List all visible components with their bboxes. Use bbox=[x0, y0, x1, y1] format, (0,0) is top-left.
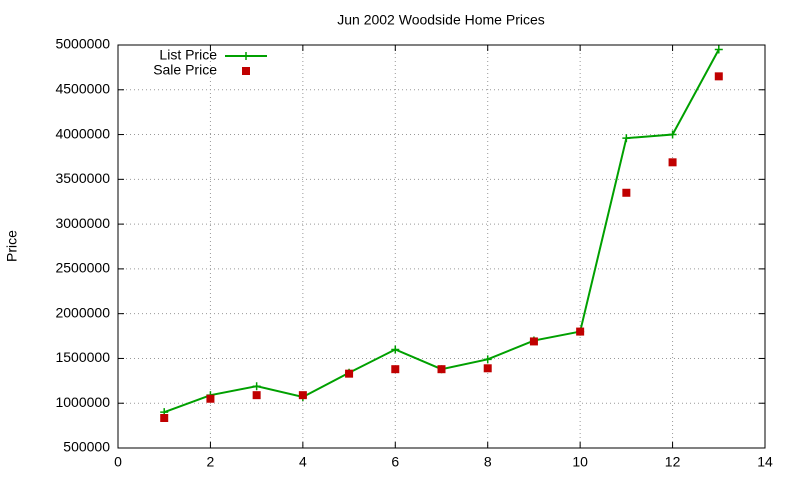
x-tick-label: 8 bbox=[484, 454, 492, 470]
x-tick-label: 14 bbox=[757, 454, 773, 470]
point-marker bbox=[529, 337, 538, 346]
legend-marker bbox=[242, 52, 250, 60]
legend-marker bbox=[242, 67, 250, 75]
point-marker bbox=[298, 391, 307, 400]
y-tick-label: 4500000 bbox=[55, 80, 110, 96]
x-tick-label: 12 bbox=[665, 454, 681, 470]
x-tick-label: 10 bbox=[572, 454, 588, 470]
y-tick-label: 1000000 bbox=[55, 394, 110, 410]
legend-label: Sale Price bbox=[153, 62, 217, 78]
x-tick-label: 6 bbox=[391, 454, 399, 470]
x-tick-label: 4 bbox=[299, 454, 307, 470]
point-marker bbox=[391, 365, 400, 374]
point-marker bbox=[437, 365, 446, 374]
x-tick-label: 2 bbox=[207, 454, 215, 470]
point-marker bbox=[206, 394, 215, 403]
y-tick-label: 2500000 bbox=[55, 260, 110, 276]
point-marker bbox=[483, 364, 492, 373]
plot-frame bbox=[117, 44, 766, 449]
point-marker bbox=[714, 45, 723, 54]
y-tick-label: 5000000 bbox=[55, 36, 110, 52]
point-marker bbox=[622, 134, 631, 143]
point-marker bbox=[668, 130, 677, 139]
series-line bbox=[163, 49, 720, 414]
point-marker bbox=[668, 158, 677, 167]
y-tick-label: 4000000 bbox=[55, 125, 110, 141]
point-marker bbox=[391, 345, 400, 354]
legend-label: List Price bbox=[159, 47, 217, 63]
point-marker bbox=[576, 327, 585, 336]
point-marker bbox=[160, 413, 169, 422]
y-tick-label: 3000000 bbox=[55, 215, 110, 231]
x-tick-label: 0 bbox=[114, 454, 122, 470]
point-marker bbox=[622, 188, 631, 197]
y-axis-label: Price bbox=[4, 230, 20, 262]
y-tick-label: 500000 bbox=[63, 439, 110, 455]
y-tick-label: 1500000 bbox=[55, 349, 110, 365]
point-marker bbox=[252, 382, 261, 391]
y-tick-label: 2000000 bbox=[55, 304, 110, 320]
point-marker bbox=[252, 391, 261, 400]
point-marker bbox=[345, 369, 354, 378]
point-marker bbox=[483, 355, 492, 364]
point-marker bbox=[714, 72, 723, 81]
chart-title: Jun 2002 Woodside Home Prices bbox=[337, 12, 545, 28]
y-tick-label: 3500000 bbox=[55, 170, 110, 186]
